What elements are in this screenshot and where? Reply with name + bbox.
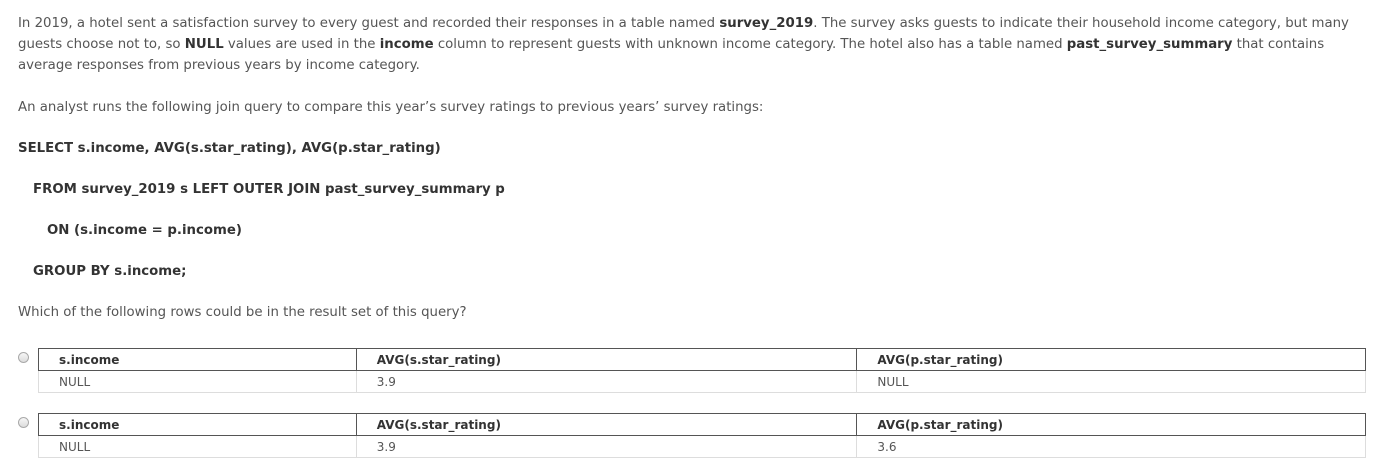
answer-table: s.income AVG(s.star_rating) AVG(p.star_r…	[38, 348, 1366, 393]
problem-description: In 2019, a hotel sent a satisfaction sur…	[18, 13, 1368, 76]
description-text: . The survey asks guests to indicate the…	[18, 16, 1349, 52]
description-text: column to represent guests with unknown …	[433, 37, 1067, 52]
question-content: In 2019, a hotel sent a satisfaction sur…	[18, 13, 1368, 323]
table-cell: 3.6	[856, 435, 1366, 458]
description-text: In 2019, a hotel sent a satisfaction sur…	[18, 16, 720, 31]
column-header: AVG(s.star_rating)	[355, 413, 858, 436]
table-row: NULL 3.9 3.6	[38, 435, 1366, 458]
column-header: s.income	[38, 348, 357, 371]
table-header-row: s.income AVG(s.star_rating) AVG(p.star_r…	[38, 413, 1366, 436]
column-header: s.income	[38, 413, 357, 436]
null-keyword: NULL	[184, 37, 224, 52]
description-text: values are used in the	[223, 37, 380, 52]
query-line-from: FROM survey_2019 s LEFT OUTER JOIN past_…	[33, 182, 505, 197]
table-name-past-summary: past_survey_summary	[1066, 37, 1233, 52]
column-header: AVG(p.star_rating)	[856, 348, 1366, 371]
table-cell: NULL	[38, 370, 357, 393]
column-header: AVG(p.star_rating)	[856, 413, 1366, 436]
description-text: that contains average responses from pre…	[18, 37, 1325, 73]
table-cell: NULL	[38, 435, 357, 458]
answer-table: s.income AVG(s.star_rating) AVG(p.star_r…	[38, 413, 1366, 458]
table-cell: 3.9	[355, 370, 858, 393]
table-cell: 3.9	[355, 435, 858, 458]
question-prompt: Which of the following rows could be in …	[18, 305, 467, 320]
query-line-select: SELECT s.income, AVG(s.star_rating), AVG…	[18, 141, 441, 156]
query-line-on: ON (s.income = p.income)	[47, 223, 242, 238]
table-row: NULL 3.9 NULL	[38, 370, 1366, 393]
query-intro: An analyst runs the following join query…	[18, 100, 764, 115]
column-name-income: income	[379, 37, 434, 52]
radio-button[interactable]	[18, 417, 29, 428]
radio-button[interactable]	[18, 352, 29, 363]
table-name-survey: survey_2019	[719, 16, 814, 31]
table-cell: NULL	[856, 370, 1366, 393]
column-header: AVG(s.star_rating)	[355, 348, 858, 371]
query-line-group-by: GROUP BY s.income;	[33, 264, 187, 279]
table-header-row: s.income AVG(s.star_rating) AVG(p.star_r…	[38, 348, 1366, 371]
